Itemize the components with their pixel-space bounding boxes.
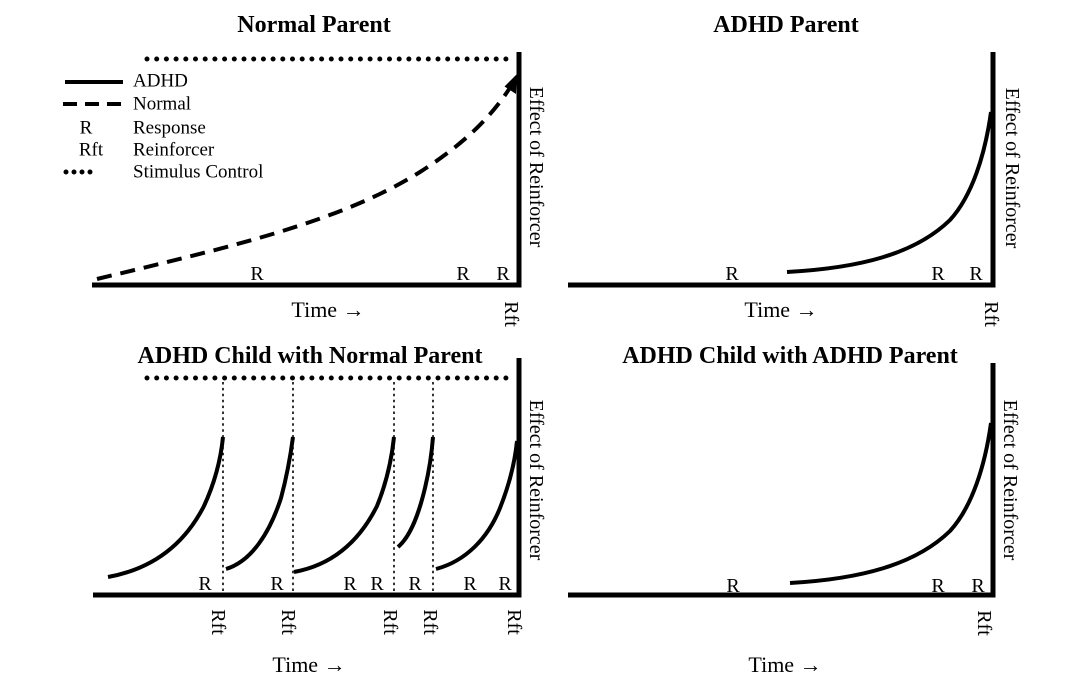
bl-scallop-curve-5 <box>435 440 519 571</box>
r-marker: R <box>343 573 357 595</box>
br-adhd-solid-curve <box>789 422 993 585</box>
y-axis-label: Effect of Reinforcer <box>1001 87 1023 249</box>
x-axis-label: Time → <box>744 297 818 322</box>
bl-scallop-curve-4 <box>396 436 435 549</box>
rft-marker: Rft <box>419 609 441 635</box>
panel-title-adhd-child-normal-parent: ADHD Child with Normal Parent <box>137 343 483 369</box>
tl-normal-dashed-curve <box>96 81 515 281</box>
r-marker: R <box>370 573 384 595</box>
bl-scallop-curve-3 <box>293 436 396 574</box>
r-marker: R <box>198 573 212 595</box>
rft-marker: Rft <box>503 609 525 635</box>
legend-label-reinforcer: Reinforcer <box>133 139 215 161</box>
r-marker: R <box>971 575 985 597</box>
r-marker: R <box>408 573 422 595</box>
bl-scallop-curve-2 <box>225 436 295 571</box>
y-axis-label: Effect of Reinforcer <box>999 399 1021 561</box>
rft-marker: Rft <box>500 301 522 327</box>
bl-scallop-curve-1 <box>107 436 225 579</box>
r-marker: R <box>498 573 512 595</box>
r-marker: R <box>931 263 945 285</box>
x-axis-label: Time → <box>748 652 822 677</box>
r-marker: R <box>250 263 264 285</box>
legend-label-adhd: ADHD <box>133 70 188 92</box>
legend-symbol-response: R <box>79 117 93 139</box>
y-axis-label: Effect of Reinforcer <box>525 86 547 248</box>
r-marker: R <box>725 263 739 285</box>
rft-marker: Rft <box>277 609 299 635</box>
r-marker: R <box>270 573 284 595</box>
legend-symbol-reinforcer: Rft <box>78 139 104 161</box>
panel-title-normal-parent: Normal Parent <box>237 12 391 38</box>
x-axis-label: Time → <box>291 297 365 322</box>
rft-marker: Rft <box>379 609 401 635</box>
panel-title-adhd-parent: ADHD Parent <box>713 12 859 38</box>
r-marker: R <box>969 263 983 285</box>
tl-curve-arrowhead <box>504 74 517 94</box>
panel-title-adhd-child-adhd-parent: ADHD Child with ADHD Parent <box>622 343 958 369</box>
r-marker: R <box>496 263 510 285</box>
rft-marker: Rft <box>207 609 229 635</box>
x-axis-label: Time → <box>272 652 346 677</box>
y-axis-label: Effect of Reinforcer <box>525 399 547 561</box>
tr-adhd-solid-curve <box>786 111 993 274</box>
legend-label-normal: Normal <box>133 93 192 115</box>
rft-marker: Rft <box>973 610 995 636</box>
r-marker: R <box>931 575 945 597</box>
rft-marker: Rft <box>980 301 1002 327</box>
legend-label-response: Response <box>133 117 206 139</box>
r-marker: R <box>456 263 470 285</box>
legend-label-stimulus-control: Stimulus Control <box>133 161 264 183</box>
r-marker: R <box>726 575 740 597</box>
r-marker: R <box>463 573 477 595</box>
